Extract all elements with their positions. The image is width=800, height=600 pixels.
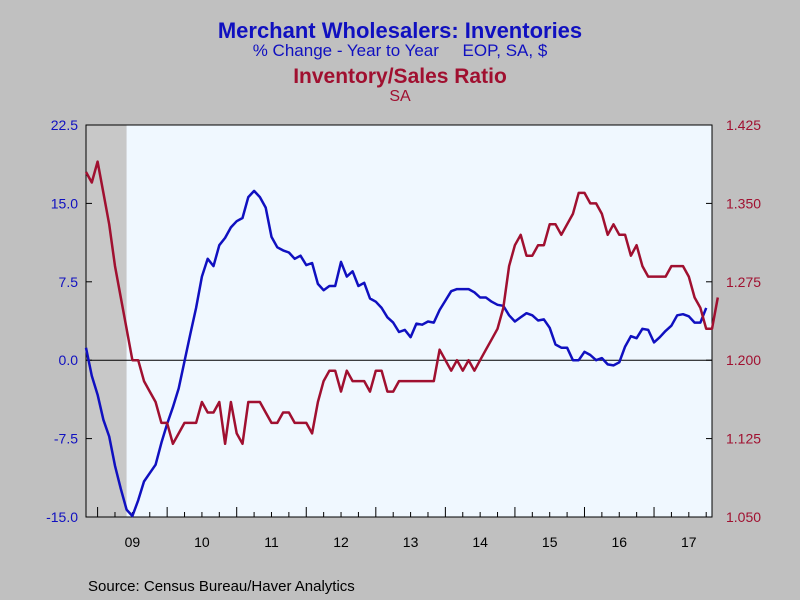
chart-title: Merchant Wholesalers: Inventories [217, 18, 583, 43]
chart-subtitle-blue: % Change - Year to Year EOP, SA, $ [252, 41, 548, 60]
x-tick-label: 13 [403, 534, 419, 550]
y-right-tick-label: 1.125 [726, 431, 761, 447]
y-right-tick-label: 1.275 [726, 274, 761, 290]
chart-title-secondary: Inventory/Sales Ratio [293, 65, 507, 88]
y-right-tick-label: 1.350 [726, 195, 761, 211]
plot-area [86, 125, 712, 517]
x-tick-label: 16 [611, 534, 627, 550]
y-left-tick-label: -7.5 [54, 431, 78, 447]
plot-frame [85, 124, 713, 518]
y-left-tick-label: -15.0 [46, 509, 78, 525]
inventories-yoy-line [84, 189, 708, 518]
y-right-tick-label: 1.200 [726, 352, 761, 368]
y-left-tick-label: 7.5 [59, 274, 79, 290]
x-tick-label: 15 [542, 534, 558, 550]
y-left-tick-label: 15.0 [51, 195, 78, 211]
source-note: Source: Census Bureau/Haver Analytics [88, 578, 355, 595]
x-tick-label: 11 [264, 534, 279, 550]
y-right-tick-label: 1.050 [726, 509, 761, 525]
x-tick-label: 17 [681, 534, 697, 550]
x-tick-label: 09 [125, 534, 141, 550]
y-right-tick-label: 1.425 [726, 117, 761, 133]
x-tick-label: 14 [472, 534, 488, 550]
recession-shading [86, 125, 127, 517]
y-left-tick-label: 22.5 [51, 117, 78, 133]
y-left-tick-label: 0.0 [59, 352, 79, 368]
chart-subtitle-red: SA [389, 88, 411, 105]
x-tick-label: 12 [333, 534, 349, 550]
x-tick-label: 10 [194, 534, 210, 550]
inventory-sales-ratio-line [84, 160, 720, 446]
